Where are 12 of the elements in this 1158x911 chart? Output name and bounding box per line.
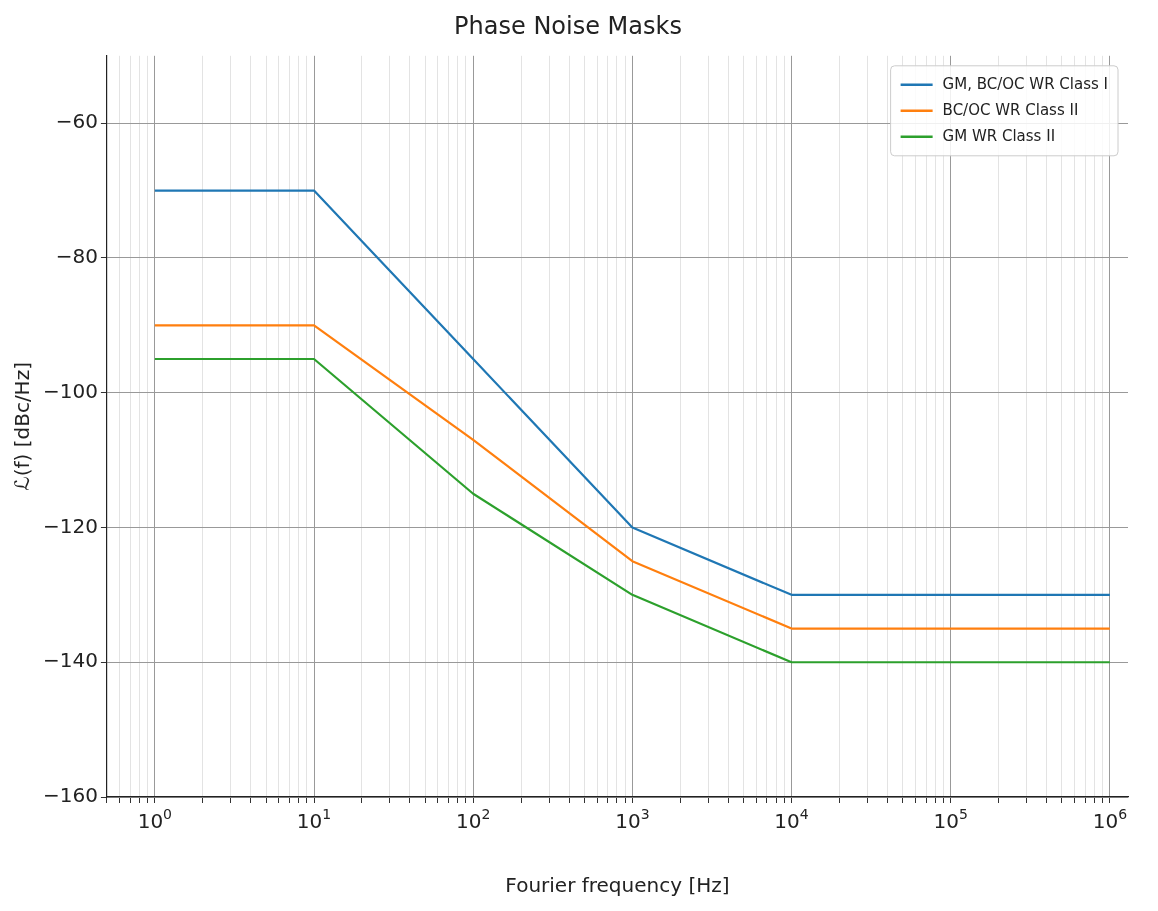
y-tick-label: −140 [42,648,98,673]
legend-label: BC/OC WR Class II [942,100,1079,119]
x-axis-title: Fourier frequency [Hz] [505,873,730,898]
legend-label: GM, BC/OC WR Class I [942,74,1109,93]
legend-label: GM WR Class II [942,126,1056,145]
chart-title: Phase Noise Masks [454,11,682,40]
y-tick-label: −160 [42,783,98,808]
y-tick-label: −80 [55,244,98,269]
y-tick-label: −100 [42,378,98,403]
y-axis-title: ℒ(f) [dBc/Hz] [10,362,35,491]
y-tick-label: −60 [55,109,98,134]
y-tick-label: −120 [42,513,98,538]
